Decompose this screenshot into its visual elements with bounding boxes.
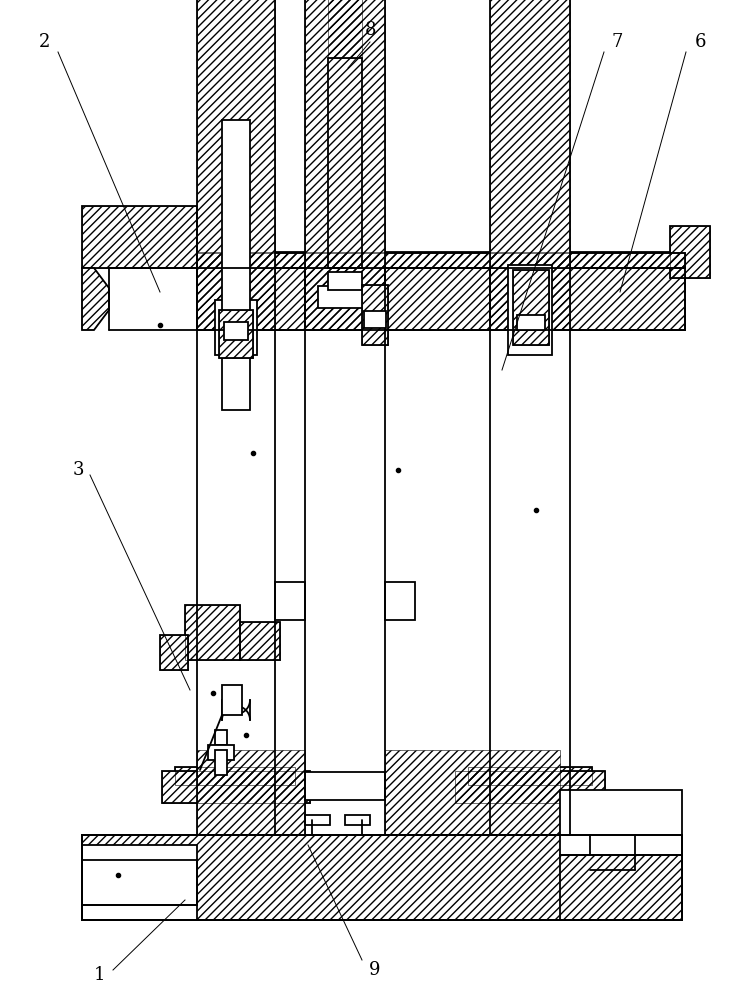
- Text: 9: 9: [369, 961, 381, 979]
- Bar: [560, 790, 682, 855]
- Bar: [175, 767, 295, 785]
- Text: 6: 6: [694, 33, 705, 51]
- Bar: [208, 745, 234, 760]
- Bar: [197, 253, 685, 268]
- Bar: [364, 311, 386, 328]
- Bar: [197, 252, 685, 330]
- Bar: [305, 0, 385, 330]
- Bar: [224, 322, 248, 340]
- Bar: [82, 206, 197, 268]
- Bar: [82, 835, 682, 920]
- Bar: [385, 582, 415, 620]
- Bar: [345, 815, 370, 825]
- Bar: [385, 750, 560, 835]
- Text: 8: 8: [364, 21, 376, 39]
- Bar: [362, 285, 388, 345]
- Bar: [490, 0, 570, 330]
- Bar: [219, 310, 253, 358]
- Bar: [385, 750, 560, 835]
- Bar: [197, 750, 305, 835]
- Bar: [362, 285, 388, 345]
- Bar: [328, 0, 362, 58]
- Bar: [222, 685, 242, 715]
- Bar: [670, 226, 710, 278]
- Bar: [162, 771, 310, 803]
- Bar: [197, 252, 685, 330]
- Bar: [670, 226, 710, 278]
- Bar: [215, 730, 227, 745]
- Text: 3: 3: [72, 461, 83, 479]
- Bar: [185, 605, 240, 660]
- Bar: [508, 265, 552, 355]
- Bar: [197, 0, 275, 330]
- Text: 1: 1: [94, 966, 106, 984]
- Bar: [185, 605, 240, 660]
- Text: 2: 2: [39, 33, 50, 51]
- Bar: [82, 845, 197, 905]
- Bar: [305, 772, 385, 800]
- Bar: [82, 206, 197, 268]
- Bar: [82, 860, 197, 920]
- Bar: [219, 310, 253, 358]
- Bar: [305, 0, 385, 330]
- Bar: [197, 253, 685, 268]
- Bar: [82, 835, 682, 920]
- Bar: [240, 622, 280, 660]
- Bar: [468, 767, 592, 785]
- Bar: [175, 767, 295, 785]
- Bar: [517, 315, 545, 330]
- Bar: [468, 767, 592, 785]
- Bar: [162, 771, 310, 803]
- Bar: [275, 582, 305, 620]
- Polygon shape: [82, 268, 109, 330]
- Text: 7: 7: [611, 33, 623, 51]
- Bar: [215, 300, 257, 355]
- Bar: [513, 270, 549, 345]
- Bar: [328, 0, 362, 58]
- Bar: [160, 635, 188, 670]
- Bar: [455, 771, 605, 803]
- Bar: [160, 635, 188, 670]
- Bar: [305, 815, 330, 825]
- Bar: [197, 0, 275, 330]
- Bar: [240, 622, 280, 660]
- Bar: [328, 272, 362, 290]
- Bar: [455, 771, 605, 803]
- Bar: [318, 286, 372, 308]
- Bar: [513, 270, 549, 345]
- Bar: [490, 0, 570, 330]
- Bar: [222, 120, 250, 410]
- Bar: [197, 750, 305, 835]
- Bar: [215, 750, 227, 775]
